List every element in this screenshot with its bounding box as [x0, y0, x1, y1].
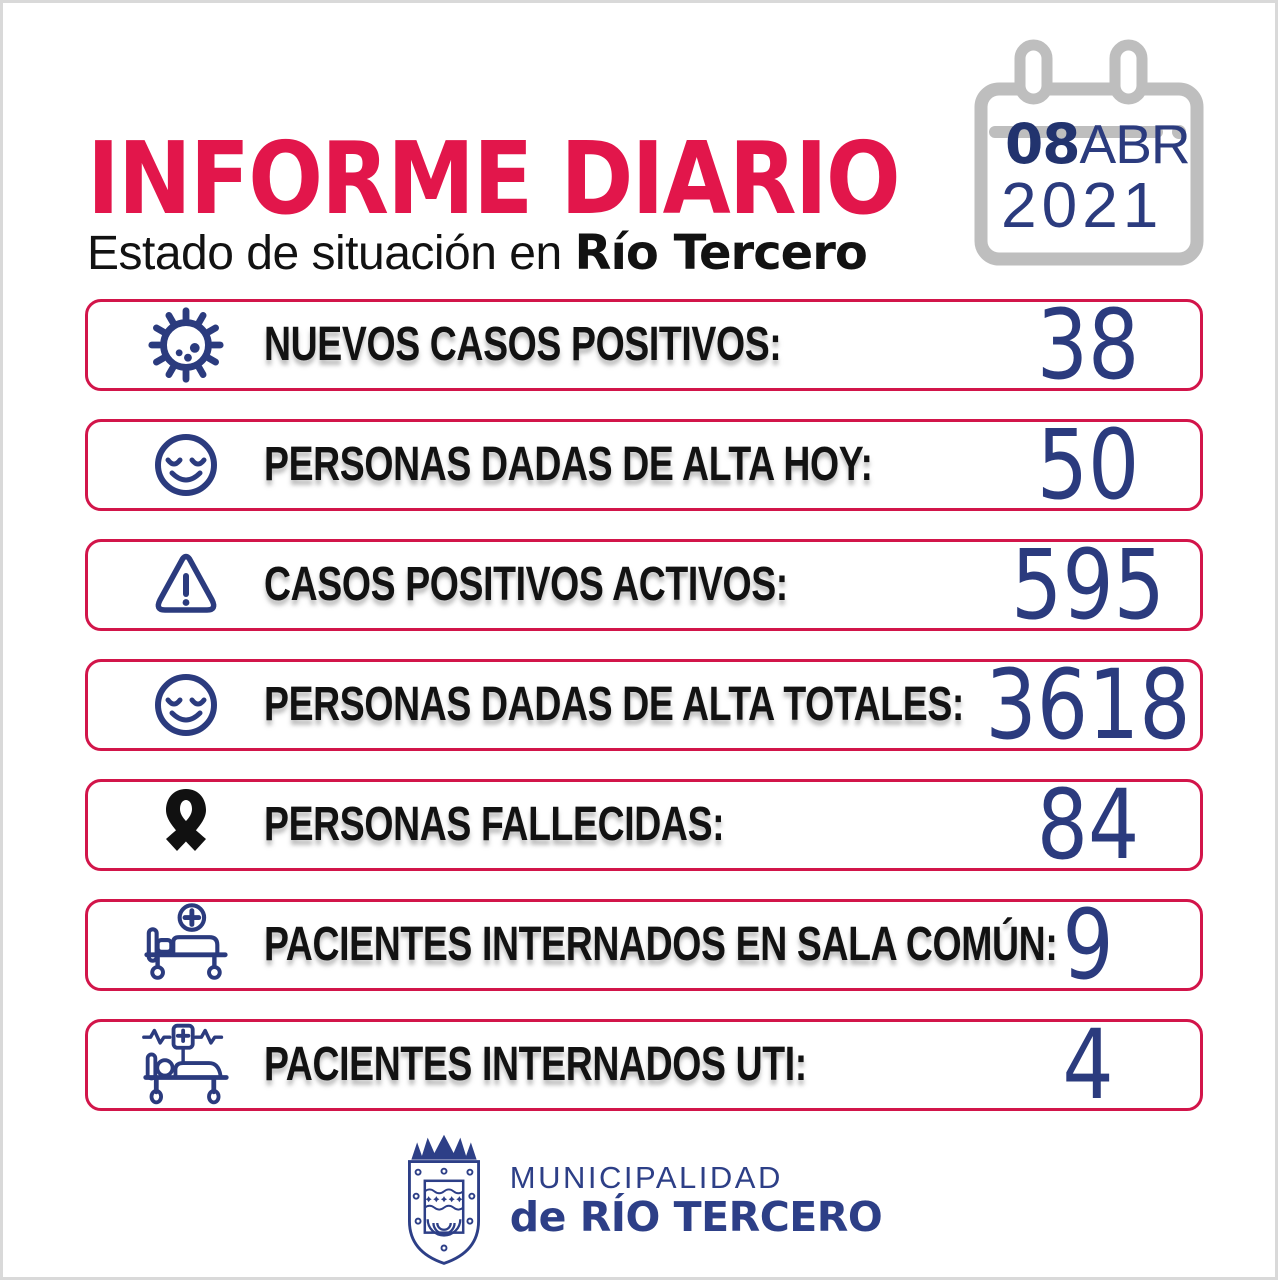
stat-label: PERSONAS FALLECIDAS:	[264, 798, 725, 851]
stat-value: 38	[1036, 289, 1140, 401]
icu-bed-icon	[140, 1019, 232, 1111]
subtitle-regular: Estado de situación en	[87, 227, 575, 280]
calendar-date-badge: 08ABR 2021	[965, 35, 1215, 277]
mourning-ribbon-icon	[140, 785, 232, 865]
footer-org-line2: de RÍO TERCERO	[509, 1193, 883, 1242]
calendar-day-month: 08ABR	[1005, 117, 1191, 172]
stat-value: 4	[1062, 1009, 1114, 1121]
stat-label: PACIENTES INTERNADOS UTI:	[264, 1038, 807, 1091]
stat-value: 595	[1011, 529, 1165, 641]
warning-triangle-icon	[140, 545, 232, 625]
stat-label: NUEVOS CASOS POSITIVOS:	[264, 318, 782, 371]
stat-value: 84	[1036, 769, 1140, 881]
stat-value: 9	[1062, 889, 1114, 1001]
stat-row-recovered-total: PERSONAS DADAS DE ALTA TOTALES: 3618	[85, 649, 1203, 761]
stat-label: PACIENTES INTERNADOS EN SALA COMÚN:	[264, 918, 1058, 971]
hospital-bed-icon	[140, 900, 232, 990]
footer-org-name: MUNICIPALIDAD de RÍO TERCERO	[509, 1159, 883, 1242]
page-title: INFORME DIARIO	[87, 120, 901, 237]
smiley-face-icon	[140, 425, 232, 505]
stat-row-active-cases: CASOS POSITIVOS ACTIVOS: 595	[85, 529, 1203, 641]
page-subtitle: Estado de situación en Río Tercero	[87, 225, 868, 281]
smiley-face-icon	[140, 665, 232, 745]
subtitle-city: Río Tercero	[574, 225, 868, 281]
stat-row-icu-inpatients: PACIENTES INTERNADOS UTI: 4	[85, 1009, 1203, 1121]
stat-label: CASOS POSITIVOS ACTIVOS:	[264, 558, 788, 611]
stat-label: PERSONAS DADAS DE ALTA TOTALES:	[264, 678, 964, 731]
stat-row-recovered-today: PERSONAS DADAS DE ALTA HOY: 50	[85, 409, 1203, 521]
stat-row-deaths: PERSONAS FALLECIDAS: 84	[85, 769, 1203, 881]
calendar-day: 08	[1005, 112, 1081, 176]
calendar-year: 2021	[1001, 169, 1164, 241]
footer-org-line1: MUNICIPALIDAD	[509, 1159, 783, 1195]
stat-label: PERSONAS DADAS DE ALTA HOY:	[264, 438, 873, 491]
stat-value: 50	[1036, 409, 1140, 521]
municipal-crest-icon	[407, 1134, 480, 1265]
stat-row-ward-inpatients: PACIENTES INTERNADOS EN SALA COMÚN: 9	[85, 889, 1203, 1001]
stat-row-new-positive-cases: NUEVOS CASOS POSITIVOS: 38	[85, 289, 1203, 401]
stat-value: 3618	[985, 649, 1191, 761]
calendar-month: ABR	[1079, 113, 1191, 175]
calendar-icon	[974, 39, 1204, 266]
virus-icon	[140, 304, 232, 386]
footer: MUNICIPALIDAD de RÍO TERCERO	[3, 1131, 1275, 1269]
